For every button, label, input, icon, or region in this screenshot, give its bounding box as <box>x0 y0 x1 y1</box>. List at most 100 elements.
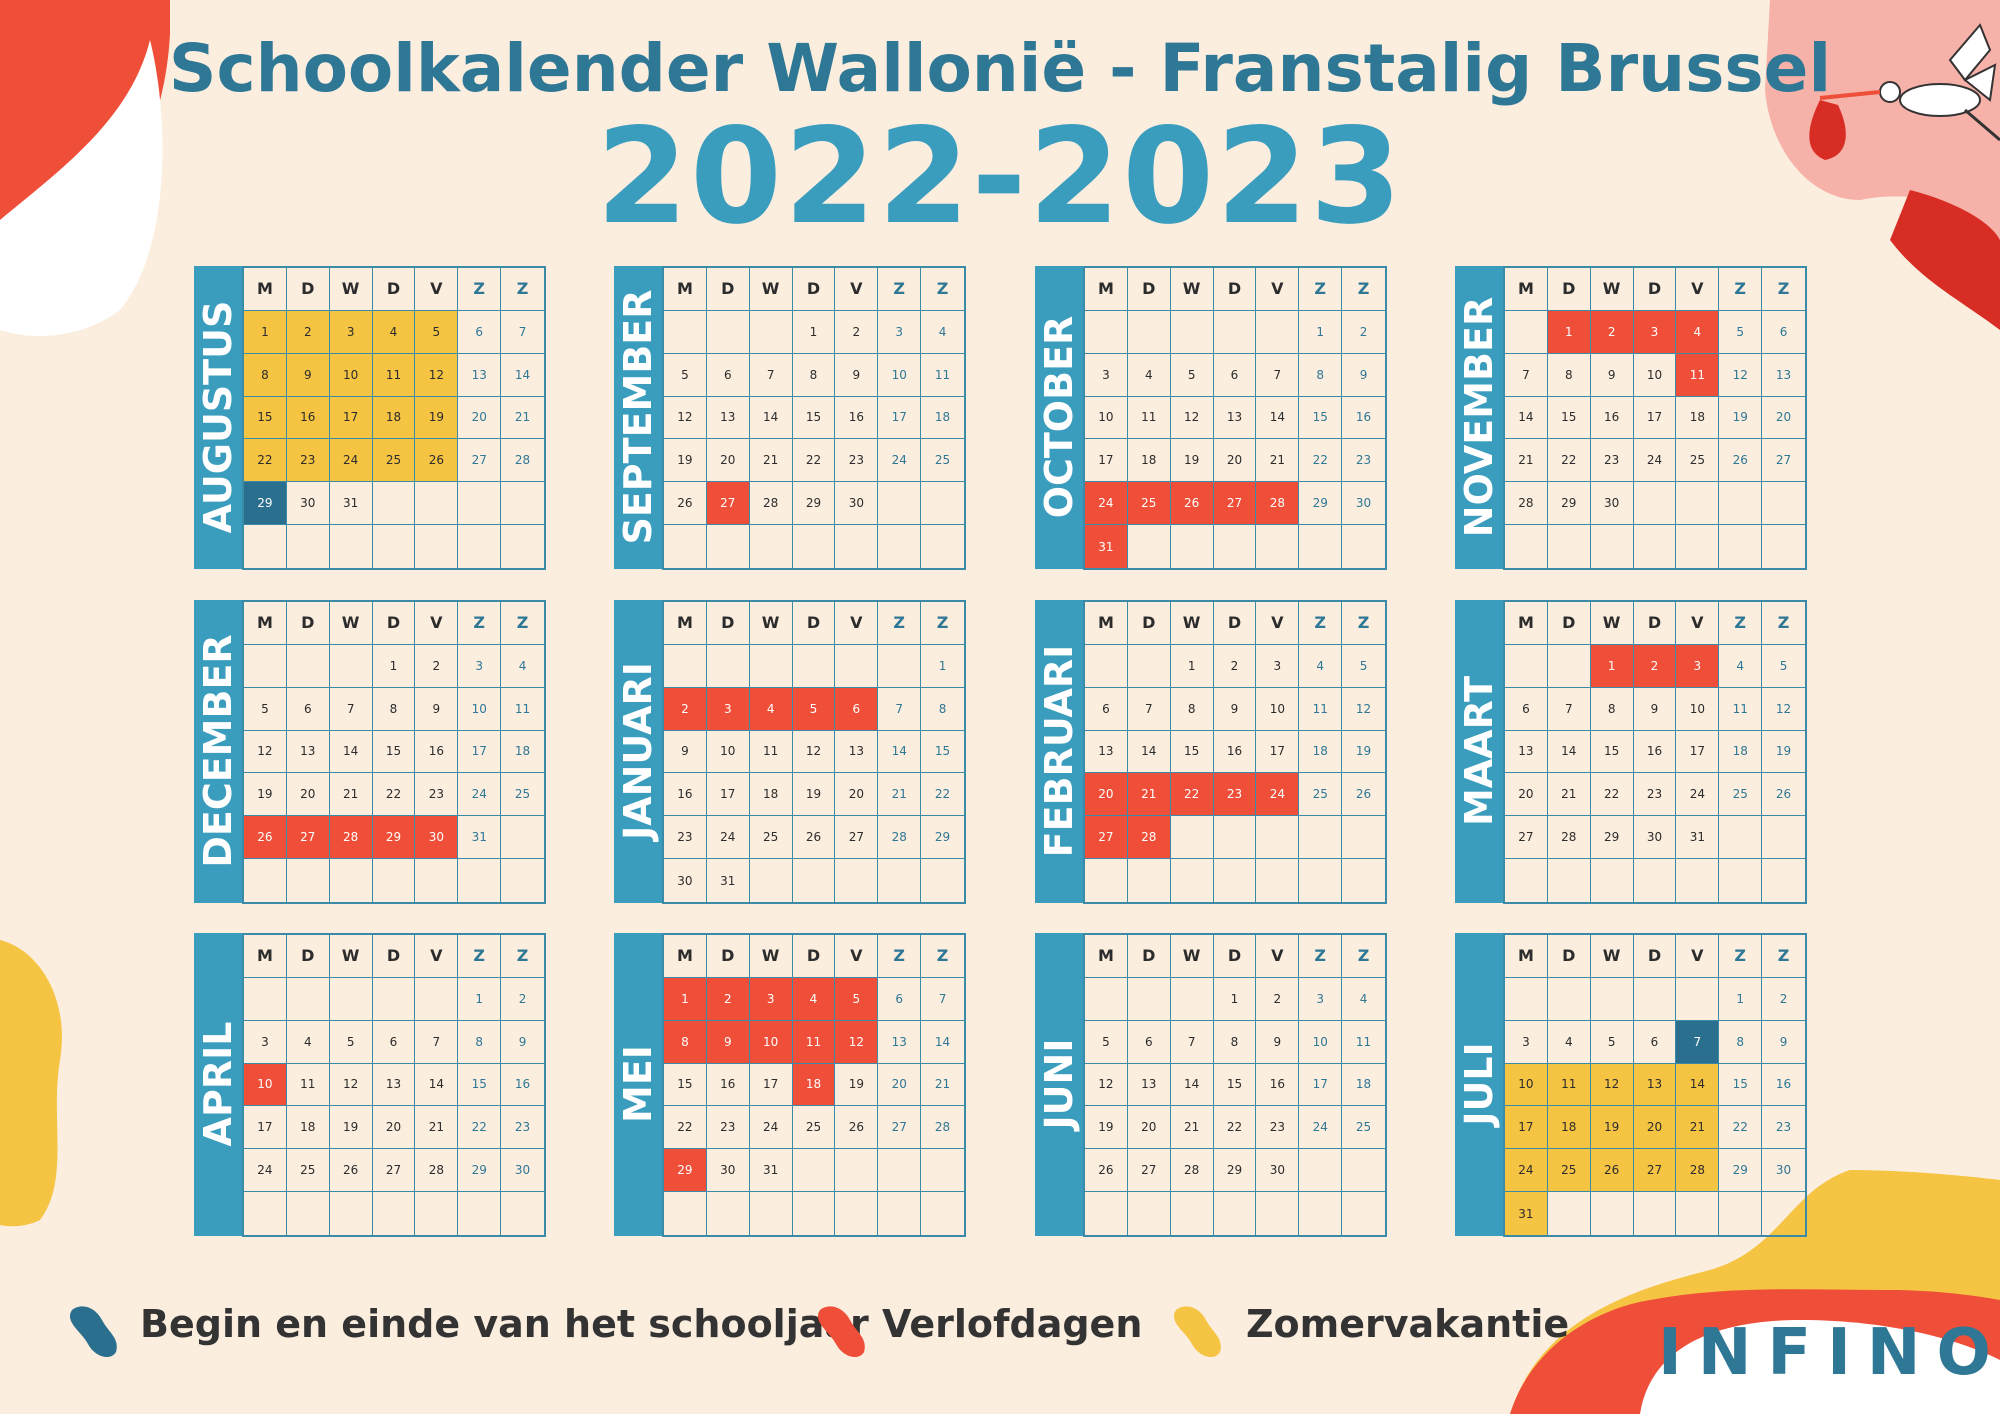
empty-cell <box>1633 977 1677 1021</box>
weekday-header: D <box>1547 268 1591 311</box>
day-cell: 30 <box>501 1149 544 1193</box>
empty-cell <box>244 977 287 1021</box>
day-cell: 8 <box>372 687 416 731</box>
legend-yellow-label: Zomervakantie <box>1246 1302 1570 1346</box>
weekday-header: D <box>1547 935 1591 978</box>
weekday-header: D <box>1547 602 1591 645</box>
month-label: FEBRUARI <box>1035 600 1083 903</box>
month-name: SEPTEMBER <box>616 289 660 545</box>
empty-cell <box>329 644 373 688</box>
month-day-grid: M D W D V Z Z 1 2 3 4 5 6 7 8 9 10 11 12 13 14 15 16 17 18 19 20 21… <box>662 266 966 570</box>
day-cell: 27 <box>835 816 879 860</box>
empty-cell <box>373 1192 416 1235</box>
empty-cell <box>1127 977 1171 1021</box>
empty-cell <box>1634 525 1677 568</box>
day-cell: 28 <box>1256 482 1300 526</box>
day-cell: 7 <box>921 978 964 1021</box>
day-cell: 12 <box>1719 353 1763 397</box>
day-cell: 8 <box>1299 353 1343 397</box>
day-cell: 1 <box>792 310 836 354</box>
day-cell: 20 <box>458 396 502 440</box>
day-cell: 23 <box>835 439 879 483</box>
month-day-grid: M D W D V Z Z 1 2 3 4 5 6 7 8 9 10 11 12 13 14 15 16 17 18 19 20 21… <box>662 933 966 1237</box>
day-cell: 6 <box>1762 311 1805 354</box>
day-cell: 8 <box>244 353 287 397</box>
day-cell: 27 <box>1505 816 1548 860</box>
empty-cell <box>835 644 879 688</box>
weekday-header: D <box>706 935 750 978</box>
day-cell: 22 <box>1547 439 1591 483</box>
day-cell: 7 <box>1127 687 1171 731</box>
day-cell: 10 <box>1085 396 1128 440</box>
day-cell: 13 <box>286 730 330 774</box>
day-cell: 10 <box>1256 687 1300 731</box>
day-cell: 27 <box>458 439 502 483</box>
day-cell: 30 <box>1762 1149 1805 1193</box>
month-label: MAART <box>1455 600 1503 903</box>
day-cell: 11 <box>1342 1021 1385 1064</box>
day-cell: 9 <box>1590 353 1634 397</box>
day-cell: 25 <box>1547 1149 1591 1193</box>
day-cell: 19 <box>1085 1106 1128 1150</box>
day-cell: 24 <box>1256 773 1300 817</box>
day-cell: 4 <box>921 311 964 354</box>
weekday-header: M <box>1505 602 1548 645</box>
day-cell: 25 <box>1342 1106 1385 1150</box>
day-cell: 17 <box>1505 1106 1548 1150</box>
empty-cell <box>1299 859 1343 902</box>
empty-cell <box>878 1192 922 1235</box>
day-cell: 15 <box>372 730 416 774</box>
decoration-left-yellow <box>0 940 62 1227</box>
day-cell: 2 <box>1256 977 1300 1021</box>
empty-cell <box>706 310 750 354</box>
day-cell: 29 <box>1213 1149 1257 1193</box>
empty-cell <box>878 644 922 688</box>
month-label: SEPTEMBER <box>614 266 662 569</box>
day-cell: 16 <box>664 773 707 817</box>
empty-cell <box>415 482 459 526</box>
day-cell: 19 <box>1590 1106 1634 1150</box>
day-cell: 19 <box>244 773 287 817</box>
day-cell: 22 <box>458 1106 502 1150</box>
day-cell: 30 <box>1256 1149 1300 1193</box>
day-cell: 11 <box>1676 353 1720 397</box>
day-cell: 11 <box>286 1063 330 1107</box>
weekday-header: M <box>664 935 707 978</box>
day-cell: 15 <box>458 1063 502 1107</box>
empty-cell <box>1171 859 1214 902</box>
empty-cell <box>1213 816 1257 860</box>
day-cell: 17 <box>878 396 922 440</box>
day-cell: 18 <box>1127 439 1171 483</box>
day-cell: 20 <box>835 773 879 817</box>
day-cell: 30 <box>415 816 459 860</box>
empty-cell <box>835 859 879 902</box>
empty-cell <box>750 525 793 568</box>
empty-cell <box>793 525 836 568</box>
day-cell: 2 <box>1342 311 1385 354</box>
month-label: DECEMBER <box>194 600 242 903</box>
empty-cell <box>330 525 373 568</box>
day-cell: 12 <box>244 730 287 774</box>
day-cell: 26 <box>835 1106 879 1150</box>
month-label: JANUARI <box>614 600 662 903</box>
day-cell: 2 <box>664 687 707 731</box>
empty-cell <box>1256 859 1300 902</box>
day-cell: 13 <box>1505 730 1548 774</box>
day-cell: 29 <box>921 816 964 860</box>
day-cell: 6 <box>458 310 502 354</box>
day-cell: 13 <box>372 1063 416 1107</box>
day-cell: 26 <box>1170 482 1214 526</box>
empty-cell <box>1762 1192 1805 1235</box>
day-cell: 4 <box>372 310 416 354</box>
day-cell: 16 <box>1213 730 1257 774</box>
weekday-header: Z <box>1342 935 1385 978</box>
day-cell: 3 <box>1299 977 1343 1021</box>
empty-cell <box>501 482 544 526</box>
day-cell: 22 <box>1719 1106 1763 1150</box>
legend-red-blob-icon <box>817 1306 865 1358</box>
weekday-header: Z <box>1719 935 1763 978</box>
day-cell: 6 <box>1505 687 1548 731</box>
weekday-header: D <box>1633 602 1677 645</box>
day-cell: 6 <box>706 353 750 397</box>
empty-cell <box>1214 525 1257 568</box>
